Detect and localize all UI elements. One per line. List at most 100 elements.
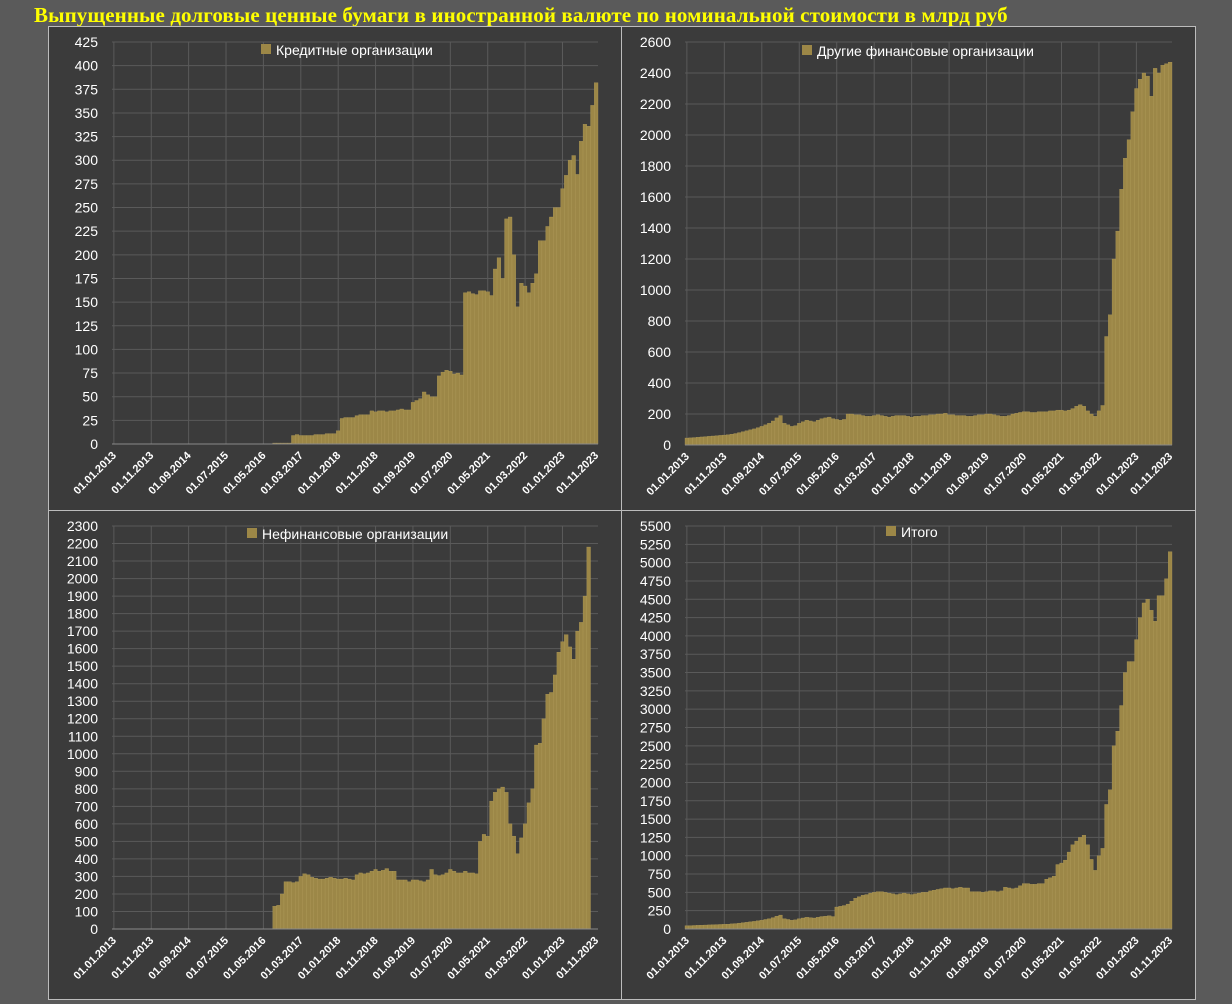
bar: [466, 872, 472, 930]
bar: [845, 903, 850, 930]
bar: [470, 293, 475, 445]
y-tick-label: 2250: [640, 756, 671, 772]
bar: [347, 878, 352, 930]
bar: [474, 294, 479, 445]
bar: [815, 420, 821, 446]
bar: [433, 874, 438, 930]
bar: [917, 416, 922, 446]
y-tick-label: 1000: [640, 848, 671, 864]
bar: [298, 876, 303, 930]
bar: [722, 924, 727, 930]
bar: [1093, 416, 1098, 446]
bar: [733, 433, 738, 446]
bar: [280, 893, 285, 930]
bar: [463, 292, 468, 445]
bar: [343, 878, 348, 930]
bar: [328, 433, 333, 445]
bar: [692, 437, 697, 446]
bar: [317, 878, 322, 930]
bar: [381, 870, 386, 930]
bar: [493, 268, 498, 445]
bar: [414, 879, 419, 930]
bar: [567, 160, 572, 445]
bar: [834, 419, 839, 446]
bar: [321, 878, 326, 930]
bar: [920, 415, 925, 446]
bar: [478, 290, 483, 445]
bar: [838, 420, 843, 446]
bar: [827, 416, 832, 446]
bar: [718, 435, 723, 446]
y-tick-label: 1200: [640, 251, 671, 267]
bar: [1066, 851, 1072, 930]
bar: [1010, 413, 1015, 446]
bar: [549, 692, 554, 930]
y-tick-label: 1500: [640, 811, 671, 827]
bar: [954, 887, 959, 930]
bar: [830, 418, 836, 446]
bar: [388, 871, 393, 930]
bar: [324, 878, 329, 930]
y-tick-label: 3250: [640, 683, 671, 699]
bar: [534, 744, 539, 930]
bar: [782, 918, 787, 930]
bar: [485, 835, 490, 930]
bar: [493, 792, 498, 930]
y-tick-label: 1800: [67, 606, 98, 622]
bar: [373, 869, 378, 930]
bar: [399, 408, 404, 445]
bar: [1115, 230, 1120, 446]
y-tick-label: 125: [75, 318, 99, 334]
y-tick-label: 1000: [67, 746, 98, 762]
bar: [699, 925, 704, 930]
bar: [800, 917, 806, 930]
bar: [1145, 599, 1150, 930]
bar: [302, 435, 307, 445]
bar: [872, 415, 877, 446]
bar: [358, 414, 363, 445]
bar: [549, 216, 554, 445]
bar: [950, 414, 955, 446]
bar: [778, 415, 783, 446]
bar: [962, 415, 967, 446]
bar: [1044, 879, 1049, 930]
bar: [1123, 158, 1128, 446]
bar: [759, 920, 764, 930]
bar: [1160, 595, 1165, 930]
bar: [295, 434, 300, 445]
bar: [444, 370, 449, 445]
bar: [737, 432, 742, 446]
bar: [845, 413, 850, 446]
bar: [688, 437, 693, 446]
y-tick-label: 2100: [67, 553, 98, 569]
bar: [962, 887, 967, 930]
bar: [898, 893, 903, 930]
bar: [463, 871, 468, 930]
bar: [1007, 415, 1012, 446]
bar: [1040, 411, 1045, 446]
bar: [347, 417, 352, 445]
y-tick-label: 175: [75, 270, 99, 286]
legend-label: Кредитные организации: [276, 42, 433, 58]
bar: [782, 423, 787, 446]
y-tick-label: 50: [82, 389, 98, 405]
bar: [407, 409, 412, 445]
bar: [440, 371, 445, 445]
bar: [418, 398, 423, 445]
bar: [1025, 411, 1030, 446]
bar: [834, 906, 839, 930]
bar: [752, 921, 757, 930]
bar: [523, 285, 528, 445]
bar: [823, 916, 828, 930]
bar: [1085, 410, 1090, 446]
bar: [744, 922, 749, 930]
bar: [797, 918, 802, 930]
y-tick-label: 200: [648, 406, 672, 422]
bar: [1160, 65, 1165, 446]
bar: [894, 415, 899, 446]
chart-panel-credit-orgs: 0 25 50 75 100 125 150 175 200 225 250 275 300 325 350…: [48, 26, 622, 511]
bar: [519, 283, 524, 445]
bar: [515, 306, 520, 445]
bar: [860, 415, 865, 446]
bar: [523, 823, 528, 930]
